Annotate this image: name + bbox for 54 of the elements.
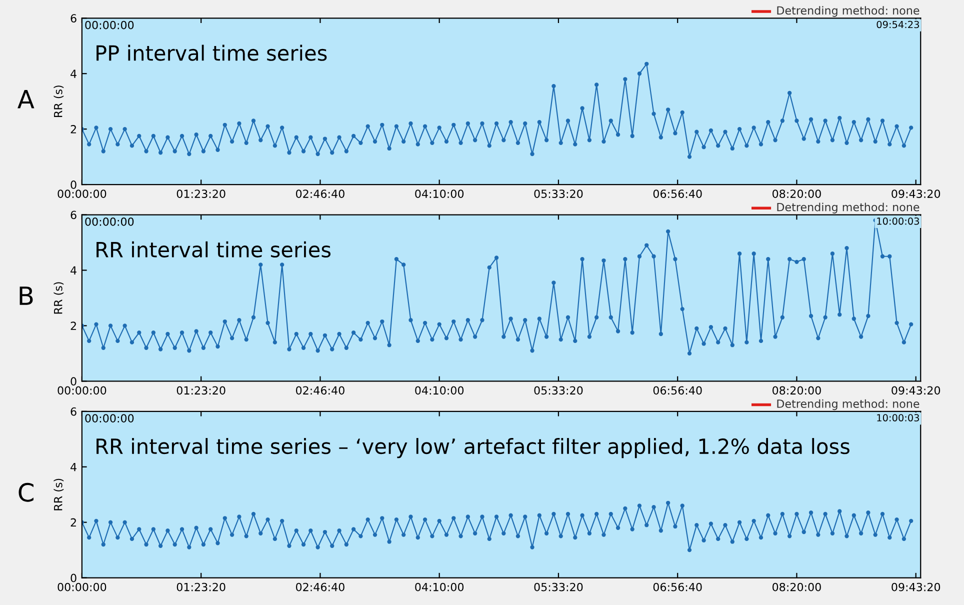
y-tick-label: 0 (70, 574, 76, 582)
text: RR interval time series – ‘very low’ artefact filter applied, 1.2% data loss (96, 438, 850, 458)
x-tick-label: 01:23:20 (176, 386, 226, 395)
text: C (18, 482, 34, 502)
x-tick-label: 09:43:20 (892, 386, 940, 395)
text: Detrending method: none (777, 202, 920, 214)
text: A (18, 90, 34, 108)
y-tick-label: 4 (70, 70, 76, 78)
x-tick-label: 08:20:00 (772, 582, 821, 592)
x-tick-label: 08:20:00 (772, 386, 821, 395)
x-tick-label: 02:46:40 (296, 190, 344, 198)
x-tick-label: 06:56:40 (653, 386, 702, 395)
x-tick-label: 06:56:40 (653, 582, 702, 592)
y-tick-label: 2 (70, 322, 76, 330)
x-tick-label: 01:23:20 (176, 190, 226, 198)
x-tick-label: 00:00:00 (58, 190, 106, 198)
x-tick-label: 01:23:20 (176, 582, 226, 592)
y-axis-title: RR (s) (54, 282, 64, 314)
x-tick-label: 04:10:00 (415, 386, 464, 395)
x-tick-label: 02:46:40 (296, 582, 344, 592)
annotation: 10:00:03 (877, 217, 919, 225)
x-tick-label: 04:10:00 (415, 582, 464, 592)
text: Detrending method: none (777, 399, 920, 410)
x-tick-label: 02:46:40 (296, 386, 344, 395)
annotation: 00:00:00 (85, 20, 134, 30)
annotation: 00:00:00 (85, 217, 134, 226)
annotation: 00:00:00 (85, 414, 134, 422)
x-tick-label: 05:33:20 (534, 386, 583, 395)
y-tick-label: 2 (70, 125, 76, 134)
x-tick-label: 00:00:00 (58, 582, 106, 592)
y-tick-label: 6 (70, 210, 76, 220)
y-axis-title: RR (s) (54, 478, 64, 510)
y-tick-label: 2 (70, 518, 76, 527)
x-tick-label: 05:33:20 (534, 582, 583, 592)
text: PP interval time series (96, 44, 327, 61)
y-tick-label: 0 (70, 180, 76, 189)
annotation: 10:00:03 (877, 414, 919, 422)
text: B (20, 286, 33, 305)
x-tick-label: 05:33:20 (534, 190, 583, 198)
text: RR interval time series (96, 241, 331, 258)
annotation: 09:54:23 (876, 20, 919, 28)
x-tick-label: 09:43:20 (892, 190, 940, 198)
x-tick-label: 08:20:00 (772, 190, 821, 198)
text: Detrending method: none (777, 6, 920, 17)
y-tick-label: 6 (70, 407, 76, 416)
y-axis-title: RR (s) (54, 86, 64, 117)
y-tick-label: 0 (70, 377, 76, 386)
x-tick-label: 04:10:00 (415, 190, 464, 198)
x-tick-label: 09:43:20 (892, 582, 940, 592)
y-tick-label: 4 (70, 462, 76, 472)
y-tick-label: 4 (70, 266, 76, 274)
x-tick-label: 00:00:00 (58, 386, 106, 395)
x-tick-label: 06:56:40 (653, 190, 702, 198)
y-tick-label: 6 (70, 14, 76, 23)
